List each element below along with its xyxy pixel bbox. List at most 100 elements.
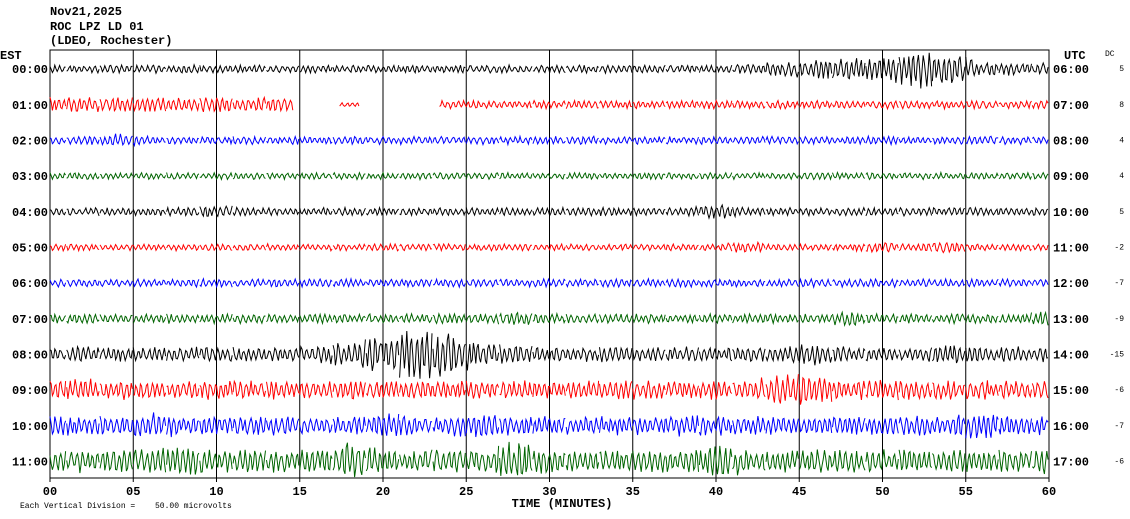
trace-segment [365, 338, 400, 371]
trace-segment [365, 63, 400, 74]
trace-segment [232, 63, 266, 74]
right-axis-label: UTC [1064, 49, 1086, 63]
trace-segment [66, 97, 100, 113]
trace-segment [799, 313, 833, 325]
trace-segment [1031, 450, 1049, 475]
trace-segment [765, 172, 799, 181]
trace-segment [565, 63, 599, 75]
trace-segment [566, 135, 599, 146]
trace-segment [166, 205, 200, 218]
trace-segment [599, 205, 633, 217]
trace-segment [299, 345, 333, 365]
dc-value: 4 [1119, 136, 1124, 145]
trace-segment [832, 346, 866, 363]
trace-segment [865, 99, 899, 111]
est-label: 00:00 [12, 63, 48, 77]
trace-segment [166, 136, 200, 146]
trace-segment [465, 380, 500, 399]
trace-segment [532, 311, 566, 325]
trace-segment [232, 243, 266, 251]
trace-segment [365, 413, 400, 436]
trace-segment [433, 277, 466, 289]
trace-segment [299, 449, 333, 472]
left-axis-label: EST [0, 49, 22, 63]
trace-segment [166, 313, 200, 325]
trace-segment [665, 277, 699, 289]
trace-segment [299, 277, 333, 289]
trace-segment [66, 312, 100, 325]
x-tick-label: 45 [792, 485, 806, 499]
trace-segment [399, 449, 433, 471]
trace-segment [931, 414, 966, 436]
trace-segment [898, 135, 932, 145]
trace-segment [49, 380, 67, 398]
trace-segment [998, 99, 1032, 110]
x-tick-label: 30 [542, 485, 556, 499]
trace-segment [565, 346, 600, 362]
trace-segment [665, 64, 699, 74]
trace-segment [665, 346, 699, 362]
trace-segment [698, 381, 733, 400]
trace-segment [232, 379, 266, 400]
trace-segment [66, 206, 100, 217]
trace-segment [532, 277, 566, 289]
trace-segment [632, 450, 666, 473]
est-label: 06:00 [12, 277, 48, 291]
dc-value: -15 [1110, 350, 1125, 359]
trace-segment [465, 278, 499, 288]
trace-segment [365, 312, 400, 324]
trace-segment [998, 449, 1032, 473]
trace-segment [798, 242, 832, 252]
trace-segment [49, 136, 67, 145]
trace-segment [132, 347, 167, 363]
dc-value: 4 [1119, 172, 1124, 181]
est-label: 11:00 [12, 456, 48, 470]
trace-segment [399, 135, 433, 147]
trace-segment [332, 312, 366, 324]
trace-segment [499, 416, 533, 436]
trace-segment [732, 278, 766, 289]
trace-segment [899, 172, 932, 181]
trace-segment [432, 65, 466, 75]
trace-segment [698, 278, 733, 289]
trace-segment [499, 242, 532, 253]
trace-segment [798, 417, 833, 434]
trace-segment [299, 135, 333, 146]
trace-segment [49, 172, 66, 181]
trace-segment [765, 346, 799, 365]
trace-segment [66, 378, 100, 399]
trace-segment [266, 416, 300, 436]
trace-segment [465, 342, 500, 371]
trace-segment [132, 243, 167, 252]
trace-segment [499, 63, 533, 75]
trace-segment [132, 208, 167, 217]
trace-segment [1031, 278, 1049, 288]
trace-segment [599, 277, 633, 289]
trace-segment [1032, 243, 1049, 252]
trace-segment [166, 63, 200, 74]
trace-segment [565, 206, 600, 218]
trace-segment [99, 347, 133, 363]
trace-segment [99, 415, 133, 435]
trace-segment [599, 416, 633, 436]
trace-segment [166, 277, 200, 289]
trace-segment [998, 171, 1032, 181]
trace-segment [499, 441, 533, 476]
trace-segment [965, 414, 999, 439]
trace-segment [99, 63, 133, 75]
dc-value: -6 [1114, 386, 1124, 395]
trace-segment [399, 243, 433, 252]
trace-segment [698, 99, 733, 111]
trace-segment [499, 278, 533, 289]
trace-segment [399, 172, 433, 182]
trace-segment [832, 171, 866, 181]
trace-segment [99, 207, 133, 217]
trace-segment [998, 207, 1032, 216]
trace-segment [665, 242, 699, 252]
trace-segment [765, 242, 799, 252]
utc-label: 12:00 [1053, 277, 1089, 291]
trace-segment [66, 279, 100, 288]
trace-segment [99, 381, 133, 400]
trace-segment [199, 415, 233, 435]
trace-segment [699, 242, 733, 252]
